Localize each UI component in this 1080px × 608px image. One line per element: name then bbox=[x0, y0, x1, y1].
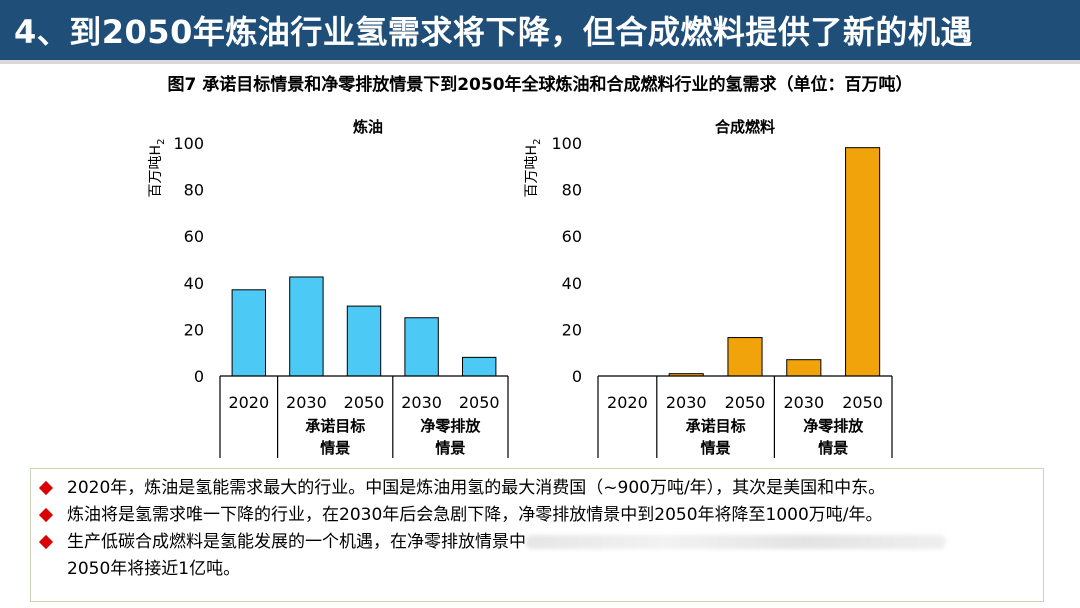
bar bbox=[404, 317, 439, 377]
group-label: 承诺目标 bbox=[686, 417, 746, 435]
category-label: 2050 bbox=[344, 393, 385, 412]
y-tick-label: 80 bbox=[184, 181, 204, 200]
note-item: 炼油将是氢需求唯一下降的行业，在2030年后会急剧下降，净零排放情景中到2050… bbox=[37, 502, 1043, 529]
y-tick-label: 0 bbox=[194, 367, 204, 386]
svg-text:百万吨H2: 百万吨H2 bbox=[524, 139, 543, 198]
category-label: 2050 bbox=[459, 393, 500, 412]
category-axis: 2020 2030 2050 2030 2050 承诺目标情景 净零排放情景 bbox=[597, 375, 893, 458]
svg-text:百万吨H2: 百万吨H2 bbox=[148, 139, 167, 198]
y-axis-label: 百万吨H2 bbox=[524, 139, 543, 198]
y-tick-label: 0 bbox=[572, 367, 582, 386]
bar bbox=[786, 359, 822, 377]
y-tick-label: 40 bbox=[184, 274, 204, 293]
note-text: 炼油将是氢需求唯一下降的行业，在2030年后会急剧下降，净零排放情景中到2050… bbox=[67, 505, 883, 525]
y-axis-ticks: 0 20 40 60 80 100 bbox=[173, 134, 204, 386]
bars bbox=[231, 276, 497, 377]
header-divider bbox=[0, 60, 1080, 64]
category-label: 2030 bbox=[783, 393, 824, 412]
bar bbox=[461, 356, 497, 377]
notes-box: 2020年，炼油是氢能需求最大的行业。中国是炼油用氢的最大消费国（~900万吨/… bbox=[30, 468, 1044, 602]
diamond-bullet-icon bbox=[38, 534, 54, 550]
category-label: 2030 bbox=[666, 393, 707, 412]
y-axis-ticks: 0 20 40 60 80 100 bbox=[551, 134, 582, 386]
y-tick-label: 20 bbox=[184, 320, 204, 339]
group-label: 情景 bbox=[320, 439, 350, 457]
group-label: 情景 bbox=[435, 439, 465, 457]
category-label: 2020 bbox=[607, 393, 648, 412]
slide-title: 4、到2050年炼油行业氢需求将下降，但合成燃料提供了新的机遇 bbox=[14, 13, 973, 51]
y-tick-label: 100 bbox=[173, 134, 204, 153]
category-axis: 2020 2030 2050 2030 2050 承诺目标情景 净零排放情景 bbox=[219, 375, 509, 458]
group-label: 情景 bbox=[818, 439, 848, 457]
note-text: 生产低碳合成燃料是氢能发展的一个机遇，在净零排放情景中 2050年将接近1亿吨。 bbox=[67, 529, 1037, 583]
y-axis-label: 百万吨H2 bbox=[148, 139, 167, 198]
bar bbox=[845, 147, 881, 377]
group-label: 情景 bbox=[701, 439, 731, 457]
y-tick-label: 60 bbox=[562, 227, 582, 246]
y-tick-label: 100 bbox=[551, 134, 582, 153]
slide-header: 4、到2050年炼油行业氢需求将下降，但合成燃料提供了新的机遇 bbox=[0, 0, 1080, 60]
group-label: 净零排放 bbox=[420, 417, 481, 435]
chart-title: 合成燃料 bbox=[714, 118, 775, 136]
group-label: 承诺目标 bbox=[305, 417, 365, 435]
chart-title: 炼油 bbox=[353, 118, 383, 136]
category-label: 2030 bbox=[286, 393, 327, 412]
note-item: 生产低碳合成燃料是氢能发展的一个机遇，在净零排放情景中 2050年将接近1亿吨。 bbox=[37, 529, 1043, 583]
diamond-bullet-icon bbox=[38, 480, 54, 496]
group-label: 净零排放 bbox=[803, 417, 864, 435]
category-label: 2030 bbox=[401, 393, 442, 412]
figure-title: 图7 承诺目标情景和净零排放情景下到2050年全球炼油和合成燃料行业的氢需求（单… bbox=[167, 75, 913, 95]
category-label: 2050 bbox=[725, 393, 766, 412]
y-tick-label: 60 bbox=[184, 227, 204, 246]
category-label: 2020 bbox=[228, 393, 269, 412]
diamond-bullet-icon bbox=[38, 507, 54, 523]
bar bbox=[346, 305, 382, 377]
bars bbox=[668, 147, 881, 377]
blurred-watermark bbox=[526, 535, 946, 549]
y-tick-label: 20 bbox=[562, 320, 582, 339]
bar bbox=[231, 289, 267, 377]
y-tick-label: 80 bbox=[562, 181, 582, 200]
bar bbox=[289, 276, 324, 377]
y-tick-label: 40 bbox=[562, 274, 582, 293]
bar bbox=[727, 337, 763, 377]
note-item: 2020年，炼油是氢能需求最大的行业。中国是炼油用氢的最大消费国（~900万吨/… bbox=[37, 475, 1043, 502]
category-label: 2050 bbox=[842, 393, 883, 412]
note-text: 2020年，炼油是氢能需求最大的行业。中国是炼油用氢的最大消费国（~900万吨/… bbox=[67, 478, 886, 498]
chart-synthetic-fuels: 合成燃料 百万吨H2 0 20 40 60 80 100 2020 2030 2050 2030… bbox=[524, 118, 893, 458]
